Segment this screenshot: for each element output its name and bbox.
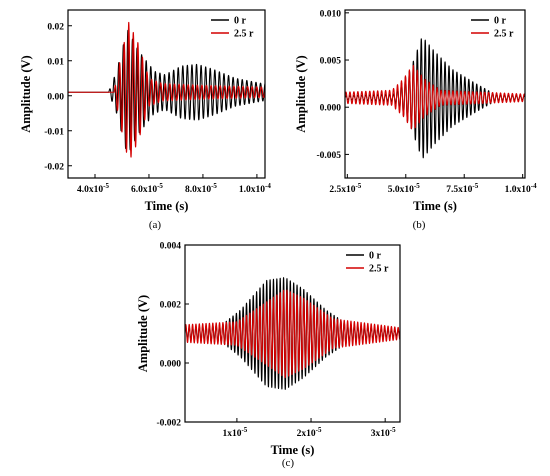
plot-frame [344,9,526,179]
series-line-a-1 [68,21,265,158]
y-axis-title: Amplitude (V) [294,55,308,132]
plot-frame [67,9,266,179]
y-tick-label: -0.01 [44,127,64,137]
y-tick-label: 0.000 [160,360,182,370]
plot-area [345,38,525,159]
series-line-b-1 [345,64,525,130]
panel-label: (a) [149,219,162,231]
x-tick-label: 2x10-5 [297,426,322,439]
plot-area [68,21,265,158]
x-tick-label: 7.5x10-5 [446,182,478,195]
y-tick-label: 0.005 [320,57,342,67]
x-tick-label: 4.0x10-5 [77,182,109,195]
y-axis-title: Amplitude (V) [136,295,150,372]
legend-label: 2.5 r [369,264,389,275]
x-tick-label: 3x10-5 [371,426,396,439]
legend-label: 0 r [369,251,382,262]
x-tick-label: 1x10-5 [222,426,247,439]
y-tick-label: -0.002 [156,419,181,429]
chart-panel-b: 2.5x10-5 5.0x10-5 7.5x10-5 1.0x10-4 -0.005 0.… [294,9,537,231]
y-tick-label: 0.010 [320,9,342,19]
x-tick-label: 5.0x10-5 [388,182,420,195]
y-tick-label: -0.02 [44,162,64,172]
plot-frame [184,244,401,423]
y-tick-label: 0.00 [47,92,64,102]
x-tick-label: 1.0x10-4 [505,182,537,195]
legend-label: 2.5 r [234,29,254,40]
legend-label: 0 r [234,16,247,27]
series-line-c-1 [185,289,400,379]
legend-label: 2.5 r [494,29,514,40]
panel-label: (b) [413,219,426,231]
legend-label: 0 r [494,16,507,27]
y-axis-title: Amplitude (V) [19,55,33,132]
chart-panel-a: 4.0x10-5 6.0x10-5 8.0x10-5 1.0x10-4 -0.02 -0.… [19,9,271,231]
x-tick-label: 1.0x10-4 [239,182,271,195]
x-axis-title: Time (s) [145,199,189,213]
y-tick-label: 0.004 [160,242,182,252]
plot-area [185,277,400,390]
y-tick-label: -0.005 [316,151,341,161]
panel-label: (c) [282,457,295,469]
y-tick-label: 0.000 [320,104,342,114]
chart-panel-c: 1x10-5 2x10-5 3x10-5 -0.002 0.000 0.002 0.004 T… [136,242,401,469]
x-axis-title: Time (s) [413,199,457,213]
y-tick-label: 0.02 [47,22,64,32]
x-tick-label: 2.5x10-5 [329,182,361,195]
x-tick-label: 8.0x10-5 [185,182,217,195]
x-tick-label: 6.0x10-5 [131,182,163,195]
x-axis-title: Time (s) [271,443,315,457]
y-tick-label: 0.002 [160,301,182,311]
y-tick-label: 0.01 [47,57,64,67]
